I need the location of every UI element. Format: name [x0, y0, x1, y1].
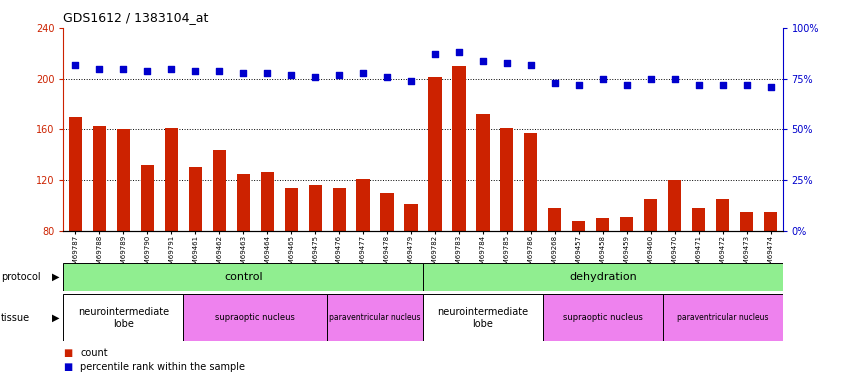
Text: control: control	[224, 272, 262, 282]
Text: ■: ■	[63, 362, 73, 372]
Text: neurointermediate
lobe: neurointermediate lobe	[78, 307, 169, 328]
Bar	[332, 188, 346, 231]
Bar	[692, 208, 706, 231]
Bar	[212, 150, 226, 231]
Point	[284, 72, 298, 78]
Text: ▶: ▶	[52, 313, 59, 323]
Point	[69, 62, 82, 68]
Bar	[165, 128, 178, 231]
Bar	[381, 193, 393, 231]
Text: paraventricular nucleus: paraventricular nucleus	[677, 314, 768, 322]
Bar	[356, 179, 370, 231]
Point	[261, 70, 274, 76]
Bar	[525, 133, 537, 231]
Text: protocol: protocol	[1, 272, 41, 282]
Point	[236, 70, 250, 76]
Point	[92, 66, 106, 72]
Point	[739, 82, 753, 88]
Text: ▶: ▶	[52, 272, 59, 282]
Point	[644, 76, 657, 82]
Point	[212, 68, 226, 74]
Point	[764, 84, 777, 90]
Bar	[423, 262, 783, 291]
Bar	[662, 294, 783, 341]
Bar	[63, 262, 423, 291]
Text: ■: ■	[63, 348, 73, 358]
Bar	[93, 126, 106, 231]
Point	[189, 68, 202, 74]
Bar	[620, 217, 634, 231]
Point	[452, 50, 465, 55]
Bar	[237, 174, 250, 231]
Point	[380, 74, 393, 80]
Bar	[117, 129, 130, 231]
Bar	[284, 188, 298, 231]
Point	[476, 57, 490, 63]
Point	[692, 82, 706, 88]
Bar	[428, 78, 442, 231]
Bar	[140, 165, 154, 231]
Point	[548, 80, 562, 86]
Bar	[189, 167, 202, 231]
Text: supraoptic nucleus: supraoptic nucleus	[563, 314, 643, 322]
Point	[620, 82, 634, 88]
Point	[332, 72, 346, 78]
Bar	[476, 114, 490, 231]
Bar	[716, 199, 729, 231]
Point	[404, 78, 418, 84]
Point	[716, 82, 729, 88]
Bar	[261, 172, 274, 231]
Bar	[740, 211, 753, 231]
Point	[164, 66, 178, 72]
Point	[524, 62, 537, 68]
Text: tissue: tissue	[1, 313, 30, 323]
Point	[356, 70, 370, 76]
Bar	[404, 204, 418, 231]
Bar	[543, 294, 662, 341]
Bar	[500, 128, 514, 231]
Text: neurointermediate
lobe: neurointermediate lobe	[437, 307, 529, 328]
Point	[428, 51, 442, 57]
Text: percentile rank within the sample: percentile rank within the sample	[80, 362, 245, 372]
Bar	[764, 211, 777, 231]
Bar	[453, 66, 465, 231]
Bar	[309, 185, 321, 231]
Bar	[184, 294, 327, 341]
Bar	[572, 220, 585, 231]
Point	[596, 76, 609, 82]
Bar	[63, 294, 184, 341]
Text: dehydration: dehydration	[569, 272, 637, 282]
Text: GDS1612 / 1383104_at: GDS1612 / 1383104_at	[63, 11, 209, 24]
Point	[667, 76, 681, 82]
Bar	[668, 180, 681, 231]
Text: paraventricular nucleus: paraventricular nucleus	[329, 314, 420, 322]
Point	[140, 68, 154, 74]
Bar	[423, 294, 543, 341]
Bar	[596, 218, 609, 231]
Bar	[69, 117, 82, 231]
Text: count: count	[80, 348, 108, 358]
Bar	[327, 294, 423, 341]
Point	[308, 74, 321, 80]
Point	[500, 60, 514, 66]
Point	[117, 66, 130, 72]
Bar	[644, 199, 657, 231]
Text: supraoptic nucleus: supraoptic nucleus	[215, 314, 295, 322]
Point	[572, 82, 585, 88]
Bar	[548, 208, 562, 231]
